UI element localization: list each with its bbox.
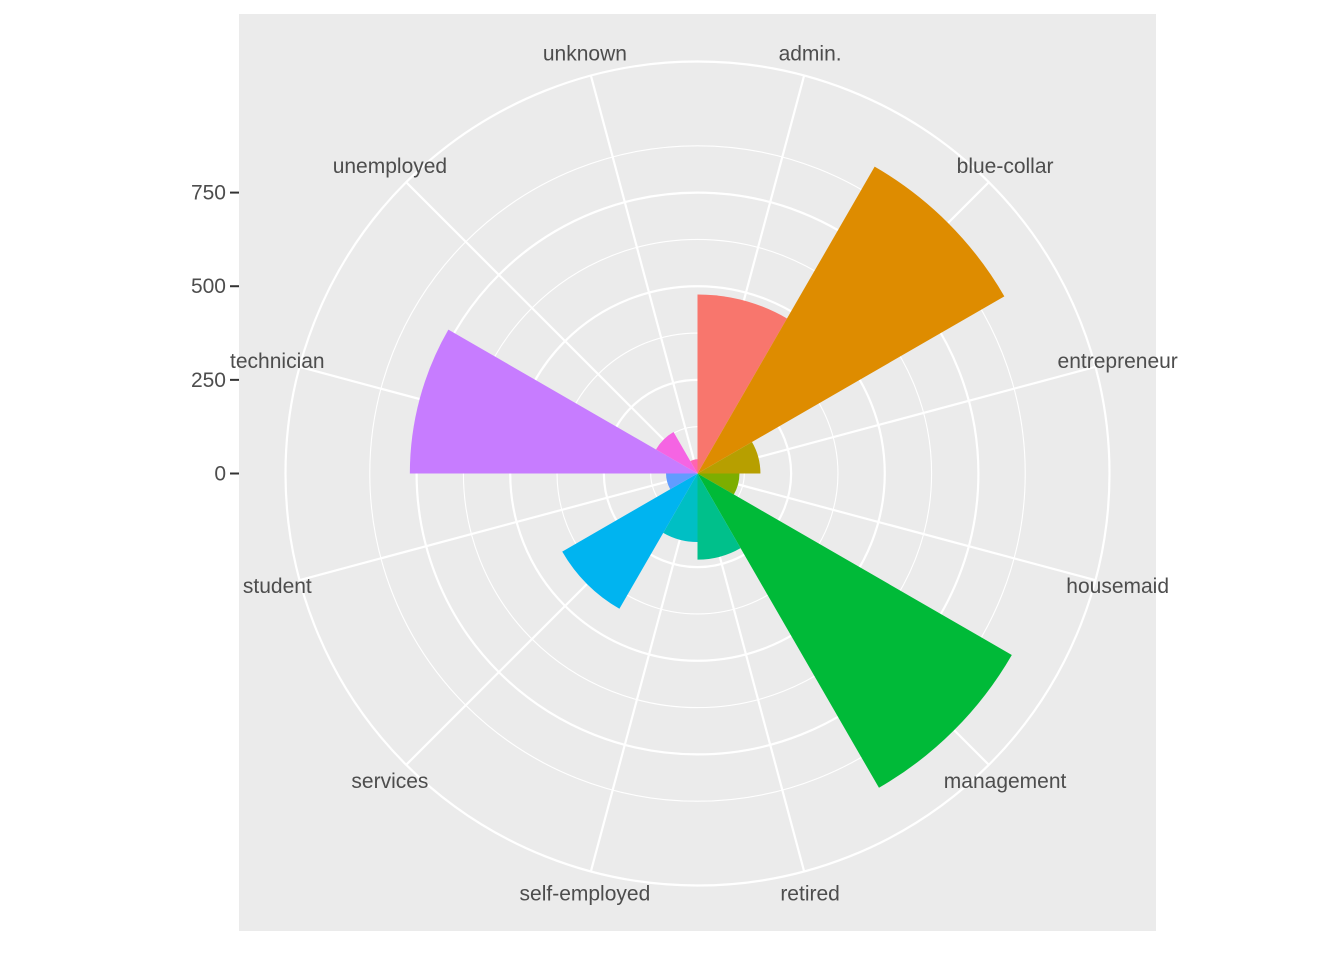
- spoke-8: [299, 472, 698, 582]
- category-label: technician: [230, 350, 325, 373]
- spoke-10: [405, 181, 699, 475]
- bar-blue-collar: [697, 166, 1005, 474]
- bar-student: [666, 473, 698, 490]
- spoke-11: [589, 75, 699, 474]
- bar-technician: [409, 329, 698, 474]
- bar-services: [562, 473, 698, 609]
- category-label: unknown: [543, 42, 627, 65]
- category-label: self-employed: [520, 883, 651, 906]
- category-label: management: [944, 770, 1067, 793]
- category-label: entrepreneur: [1058, 350, 1178, 373]
- category-label: housemaid: [1066, 575, 1169, 598]
- category-label: student: [243, 575, 312, 598]
- bar-self-employed: [663, 473, 698, 543]
- radial-axis: 0 250 500 750: [191, 182, 239, 486]
- category-label: retired: [780, 883, 840, 906]
- bar-retired: [697, 473, 741, 560]
- category-label: unemployed: [333, 155, 447, 178]
- bar-unemployed: [655, 431, 698, 474]
- bar-housemaid: [697, 473, 740, 495]
- category-label: admin.: [779, 42, 842, 65]
- grid-circle-outer: [284, 60, 1111, 887]
- bar-unknown: [690, 459, 698, 474]
- grid-circle-minor: [369, 145, 1026, 802]
- category-labels: admin. blue-collar entrepreneur housemaid ma…: [230, 42, 1178, 905]
- spoke-6: [589, 473, 699, 872]
- spoke-2: [697, 365, 1096, 475]
- y-tick-label: 0: [214, 463, 226, 486]
- bar-wedges: [409, 166, 1012, 788]
- category-label: blue-collar: [957, 155, 1054, 178]
- bar-entrepreneur: [697, 442, 761, 474]
- bar-management: [697, 473, 1012, 788]
- y-tick-label: 500: [191, 275, 226, 298]
- bar-admin: [697, 294, 788, 474]
- y-tick-label: 250: [191, 369, 226, 392]
- spoke-3: [697, 472, 1096, 582]
- y-tick-label: 750: [191, 182, 226, 205]
- category-label: services: [351, 770, 428, 793]
